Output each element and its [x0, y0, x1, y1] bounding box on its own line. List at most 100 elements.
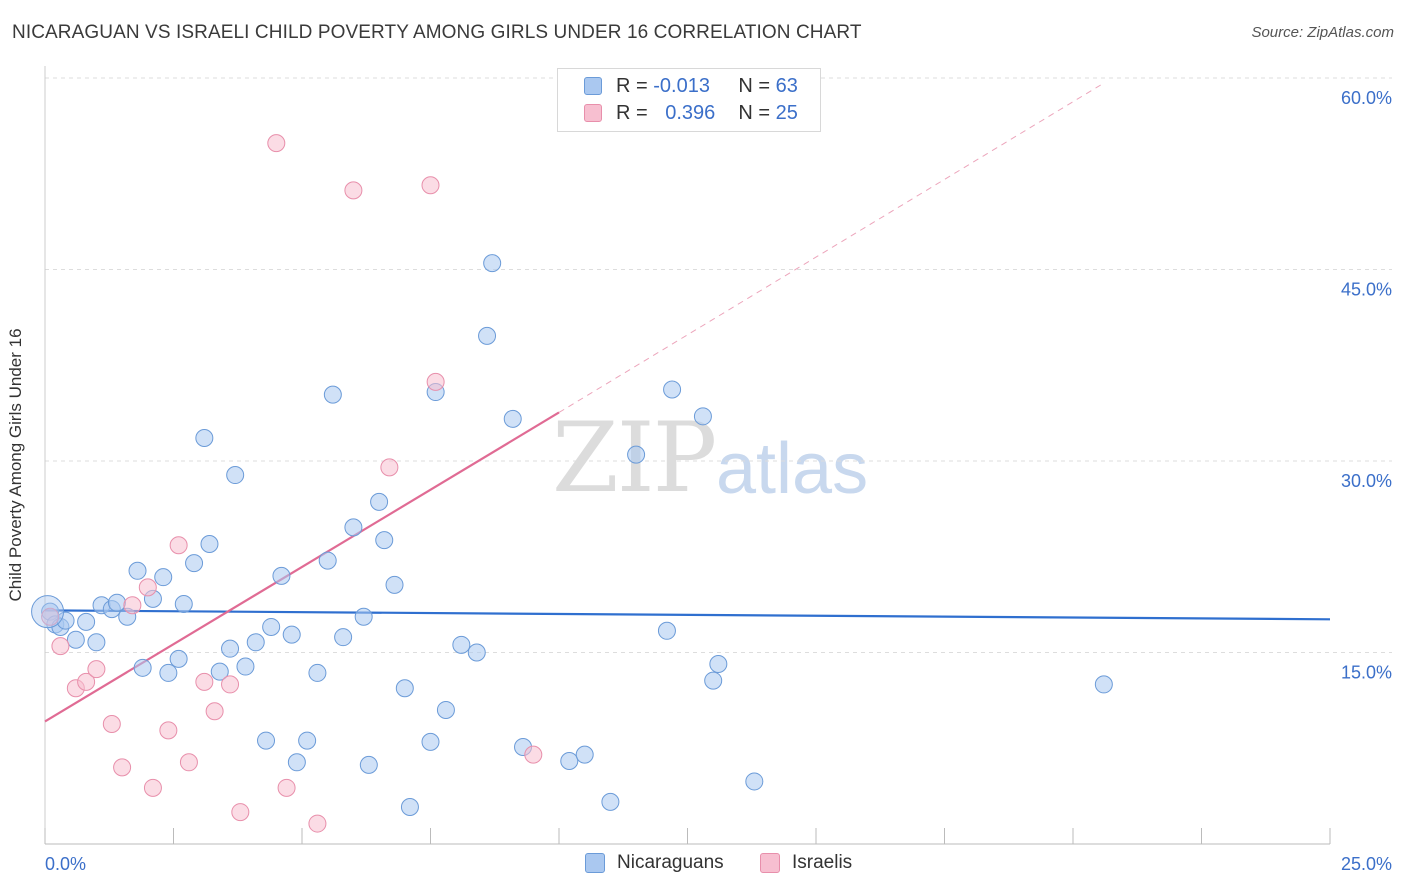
israeli-point	[159, 721, 178, 740]
legend-r-value: 0.396	[665, 101, 716, 124]
israeli-point	[87, 660, 106, 679]
nicaraguan-point	[107, 593, 126, 612]
nicaraguan-point	[236, 657, 255, 676]
nicaraguan-point	[323, 385, 342, 404]
legend-item-nicaraguans: Nicaraguans	[585, 852, 724, 874]
nicaraguan-point	[257, 731, 276, 750]
nicaraguan-point	[436, 700, 455, 719]
israeli-point	[277, 778, 296, 797]
nicaraguan-point	[221, 639, 240, 658]
nicaraguan-point	[169, 649, 188, 668]
nicaraguan-point	[601, 792, 620, 811]
israeli-point	[102, 714, 121, 733]
legend-swatch-pink	[584, 104, 602, 122]
nicaraguan-point	[298, 731, 317, 750]
y-tick-label: 45.0%	[1341, 280, 1392, 300]
israeli-point	[421, 176, 440, 195]
israeli-trend-extension	[558, 82, 1105, 413]
nicaraguan-point	[334, 628, 353, 647]
nicaraguan-point	[287, 753, 306, 772]
nicaraguan-point	[262, 617, 281, 636]
nicaraguan-point	[745, 772, 764, 791]
israeli-point	[231, 803, 250, 822]
nicaraguan-point	[185, 554, 204, 573]
nicaraguan-point	[503, 409, 522, 428]
legend-item-israelis: Israelis	[760, 852, 852, 874]
trend-lines	[44, 82, 1331, 723]
legend-row-nicaraguans: R = -0.013 N = 63	[584, 73, 798, 99]
legend-n-value: 25	[775, 101, 798, 124]
israeli-point	[205, 702, 224, 721]
nicaraguan-point	[1094, 675, 1113, 694]
y-tick-label: 15.0%	[1341, 663, 1392, 683]
nicaraguan-point	[354, 607, 373, 626]
nicaraguan-point	[282, 625, 301, 644]
chart-title: NICARAGUAN VS ISRAELI CHILD POVERTY AMON…	[12, 22, 862, 43]
stats-legend: R = -0.013 N = 63 R = 0.396 N = 25	[557, 68, 821, 132]
nicaraguan-point	[272, 566, 291, 585]
nicaraguan-point	[318, 551, 337, 570]
nicaraguan-point	[709, 654, 728, 673]
tick-labels: 15.0% 30.0% 45.0% 60.0% 0.0% 25.0%	[45, 88, 1392, 874]
nicaraguan-point	[657, 621, 676, 640]
israeli-point	[143, 778, 162, 797]
nicaraguan-point	[483, 254, 502, 273]
nicaraguan-point	[421, 732, 440, 751]
legend-n-value: 63	[775, 74, 798, 97]
israeli-trend-line	[44, 411, 560, 723]
axes	[44, 66, 1331, 845]
x-tick-label: 0.0%	[45, 854, 86, 874]
legend-swatch-pink	[760, 853, 780, 873]
grid-lines	[45, 77, 1392, 653]
nicaraguan-point	[66, 630, 85, 649]
nicaraguan-point	[308, 663, 327, 682]
israeli-point	[380, 458, 399, 477]
israeli-point	[308, 814, 327, 833]
legend-n-label: N =	[738, 101, 771, 124]
nicaraguan-point	[375, 531, 394, 550]
israeli-point	[426, 372, 445, 391]
israeli-point	[123, 596, 142, 615]
nicaraguan-trend-line	[44, 609, 1331, 621]
israeli-point	[169, 536, 188, 555]
legend-r-label: R =	[616, 74, 648, 97]
nicaraguan-point	[133, 658, 152, 677]
nicaraguan-point	[159, 663, 178, 682]
nicaraguan-point	[575, 745, 594, 764]
israeli-point	[524, 745, 543, 764]
israeli-point	[344, 181, 363, 200]
nicaraguan-point	[359, 755, 378, 774]
nicaraguan-point	[31, 595, 65, 629]
nicaraguan-point	[663, 380, 682, 399]
legend-r-value: -0.013	[653, 74, 710, 97]
y-tick-label: 30.0%	[1341, 471, 1392, 491]
y-tick-label: 60.0%	[1341, 88, 1392, 108]
watermark-atlas: atlas	[716, 429, 869, 509]
nicaraguan-point	[174, 594, 193, 613]
legend-row-israelis: R = 0.396 N = 25	[584, 100, 798, 126]
nicaraguan-point	[452, 635, 471, 654]
nicaraguan-point	[385, 575, 404, 594]
nicaraguan-point	[128, 561, 147, 580]
legend-r-label: R =	[616, 101, 648, 124]
nicaraguan-point	[370, 492, 389, 511]
nicaraguan-point	[77, 612, 96, 631]
legend-swatch-blue	[584, 77, 602, 95]
nicaraguan-point	[400, 797, 419, 816]
nicaraguan-point	[226, 466, 245, 485]
nicaraguan-point	[246, 633, 265, 652]
nicaraguan-point	[560, 752, 579, 771]
israeli-point	[138, 578, 157, 597]
israeli-point	[267, 134, 286, 153]
nicaraguan-point	[200, 534, 219, 553]
israeli-point	[77, 672, 96, 691]
legend-label-nicaraguans: Nicaraguans	[617, 852, 724, 873]
nicaraguan-point	[344, 518, 363, 537]
israeli-point	[195, 672, 214, 691]
nicaraguan-point	[627, 445, 646, 464]
nicaraguan-point	[704, 671, 723, 690]
israeli-point	[41, 607, 60, 626]
israeli-point	[179, 753, 198, 772]
israeli-point	[221, 675, 240, 694]
